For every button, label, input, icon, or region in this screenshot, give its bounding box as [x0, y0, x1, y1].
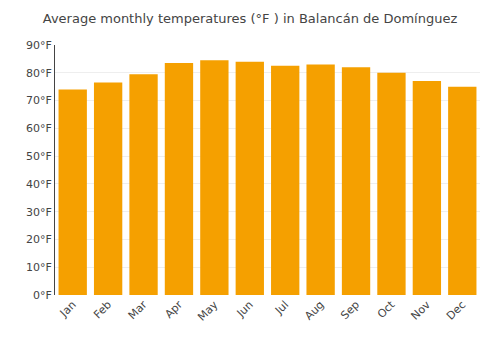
- svg-text:80°F: 80°F: [26, 67, 52, 80]
- svg-text:10°F: 10°F: [26, 261, 52, 274]
- svg-text:Dec: Dec: [444, 298, 468, 322]
- svg-text:Mar: Mar: [126, 298, 150, 322]
- svg-text:Average monthly temperatures (: Average monthly temperatures (°F ) in Ba…: [43, 11, 458, 26]
- svg-text:50°F: 50°F: [26, 150, 52, 163]
- svg-text:Oct: Oct: [375, 298, 398, 321]
- svg-text:Apr: Apr: [162, 298, 185, 321]
- svg-text:70°F: 70°F: [26, 94, 52, 107]
- svg-text:May: May: [195, 298, 221, 324]
- svg-text:Jan: Jan: [57, 298, 79, 320]
- svg-text:Jun: Jun: [234, 298, 256, 320]
- svg-text:Jul: Jul: [272, 298, 291, 317]
- svg-text:20°F: 20°F: [26, 233, 52, 246]
- svg-text:60°F: 60°F: [26, 122, 52, 135]
- svg-text:30°F: 30°F: [26, 206, 52, 219]
- svg-text:Sep: Sep: [338, 298, 362, 322]
- svg-text:0°F: 0°F: [33, 289, 52, 302]
- svg-text:Aug: Aug: [302, 298, 326, 322]
- svg-text:90°F: 90°F: [26, 39, 52, 52]
- svg-text:40°F: 40°F: [26, 178, 52, 191]
- svg-text:Feb: Feb: [91, 298, 114, 321]
- svg-text:Nov: Nov: [409, 298, 434, 323]
